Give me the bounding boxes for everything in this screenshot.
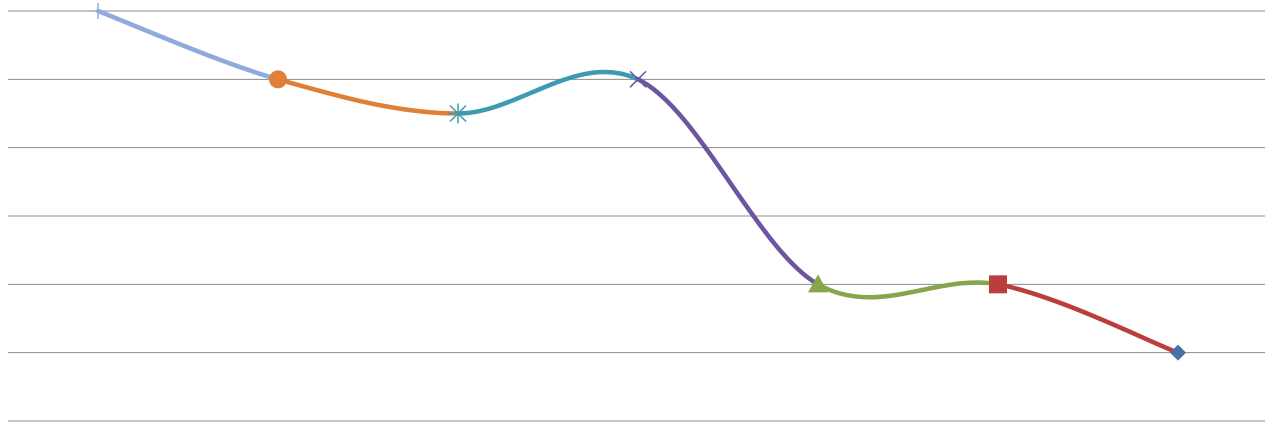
data-point-5-triangle-marker xyxy=(808,274,828,293)
series-line xyxy=(95,8,1181,355)
gridlines xyxy=(8,10,1265,422)
line-segment-3 xyxy=(455,69,641,116)
data-point-7-diamond-marker xyxy=(1170,344,1186,361)
data-point-6-square-marker xyxy=(989,275,1007,294)
line-segment-5 xyxy=(815,280,1001,300)
line-segment-4 xyxy=(635,77,821,287)
data-point-1-plus-marker xyxy=(90,3,106,19)
data-point-3-asterisk-marker xyxy=(448,103,468,124)
line-segment-2 xyxy=(275,77,461,116)
data-point-2-circle-marker xyxy=(269,70,287,89)
line-segment-6 xyxy=(995,282,1181,355)
data-point-4-x-marker xyxy=(629,70,647,88)
line-segment-1 xyxy=(95,8,281,82)
data-markers xyxy=(90,3,1186,361)
